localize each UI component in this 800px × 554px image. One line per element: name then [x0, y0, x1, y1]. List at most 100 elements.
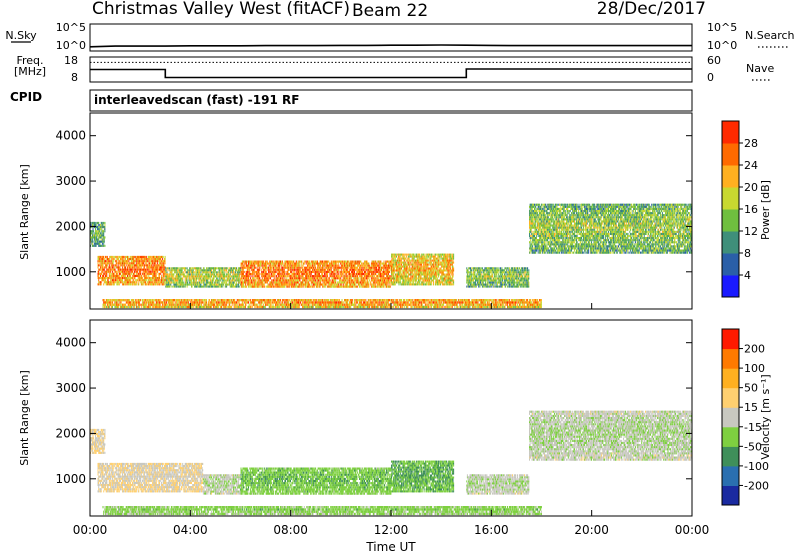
power-echo-cell: [187, 282, 188, 284]
power-echo-cell: [116, 258, 117, 260]
power-echo-cell: [103, 271, 104, 273]
power-echo-cell: [115, 269, 116, 271]
power-echo-cell: [183, 286, 184, 288]
power-echo-cell: [131, 260, 132, 262]
power-echo-cell: [182, 271, 183, 273]
power-echo-cell: [148, 271, 149, 273]
power-echo-cell: [96, 241, 97, 243]
power-echo-cell: [150, 271, 151, 273]
power-echo-cell: [164, 269, 165, 271]
power-echo-cell: [101, 232, 102, 234]
power-echo-cell: [113, 277, 114, 279]
power-echo-cell: [172, 280, 173, 282]
power-echo-cell: [104, 236, 105, 238]
power-echo-cell: [98, 234, 99, 236]
power-echo-cell: [112, 271, 113, 273]
power-echo-cell: [141, 281, 142, 283]
rti-figure: Christmas Valley West (fitACF) Beam 22 2…: [0, 0, 800, 554]
power-echo-cell: [161, 275, 162, 277]
frequency-panel: Freq. [MHz] 18 8 60 0 Nave: [14, 54, 775, 84]
power-echo-cell: [143, 275, 144, 277]
power-echo-cell: [92, 239, 93, 241]
power-echo-cell: [122, 275, 123, 277]
power-echo-cell: [114, 266, 115, 268]
freq-right-tick-bottom: 0: [707, 71, 714, 84]
power-echo-cell: [180, 271, 181, 273]
power-echo-cell: [111, 262, 112, 264]
power-echo-cell: [182, 269, 183, 271]
power-echo-cell: [165, 262, 166, 264]
power-echo-cell: [156, 279, 157, 281]
power-echo-cell: [146, 262, 147, 264]
power-echo-cell: [165, 260, 166, 262]
power-echo-cell: [130, 279, 131, 281]
nsky-series-line: [90, 45, 692, 47]
power-echo-cell: [104, 230, 105, 232]
power-echo-cell: [94, 245, 95, 247]
power-echo-cell: [106, 262, 107, 264]
power-echo-cell: [104, 222, 105, 224]
power-echo-cell: [150, 258, 151, 260]
power-echo-cell: [128, 275, 129, 277]
power-echo-cell: [120, 256, 121, 258]
power-echo-cell: [177, 282, 178, 284]
power-echo-cell: [170, 269, 171, 271]
power-echo-cell: [107, 256, 108, 258]
power-echo-cell: [123, 258, 124, 260]
power-echo-cell: [103, 222, 104, 224]
date-label: 28/Dec/2017: [597, 0, 706, 19]
power-echo-cell: [182, 278, 183, 280]
power-echo-cell: [103, 245, 104, 247]
power-echo-cell: [144, 275, 145, 277]
power-echo-cell: [175, 271, 176, 273]
power-echo-cell: [177, 284, 178, 286]
power-echo-cell: [163, 264, 164, 266]
power-echo-cell: [130, 262, 131, 264]
power-echo-cell: [159, 279, 160, 281]
power-echo-cell: [109, 266, 110, 268]
power-echo-cell: [136, 260, 137, 262]
power-echo-cell: [118, 256, 119, 258]
power-echo-cell: [111, 283, 112, 285]
power-echo-cell: [112, 256, 113, 258]
power-echo-cell: [148, 275, 149, 277]
power-echo-cell: [140, 275, 141, 277]
power-echo-cell: [190, 267, 191, 269]
power-echo-cell: [101, 222, 102, 224]
power-echo-cell: [156, 271, 157, 273]
power-echo-cell: [185, 284, 186, 286]
power-echo-cell: [137, 269, 138, 271]
power-echo-cell: [183, 284, 184, 286]
power-echo-cell: [192, 273, 193, 275]
power-echo-cell: [153, 266, 154, 268]
power-echo-cell: [114, 273, 115, 275]
power-echo-cell: [170, 284, 171, 286]
power-echo-cell: [147, 277, 148, 279]
power-echo-cell: [95, 228, 96, 230]
cpid-label: CPID: [10, 90, 42, 104]
power-echo-cell: [100, 269, 101, 271]
power-echo-cell: [183, 282, 184, 284]
power-echo-cell: [128, 269, 129, 271]
power-echo-cell: [111, 266, 112, 268]
power-echo-cell: [123, 256, 124, 258]
power-echo-cell: [115, 281, 116, 283]
power-echo-cell: [101, 273, 102, 275]
power-echo-cell: [163, 262, 164, 264]
power-echo-cell: [176, 269, 177, 271]
power-echo-cell: [106, 256, 107, 258]
power-echo-cell: [190, 271, 191, 273]
power-echo-cell: [130, 275, 131, 277]
power-echo-cell: [123, 271, 124, 273]
power-echo-cell: [107, 264, 108, 266]
power-echo-cell: [159, 273, 160, 275]
power-echo-cell: [122, 266, 123, 268]
power-echo-cell: [98, 226, 99, 228]
power-echo-cell: [100, 228, 101, 230]
power-echo-cell: [93, 232, 94, 234]
power-echo-cell: [99, 243, 100, 245]
power-echo-cell: [114, 271, 115, 273]
power-echo-cell: [104, 258, 105, 260]
power-echo-cell: [153, 258, 154, 260]
power-echo-cell: [153, 283, 154, 285]
